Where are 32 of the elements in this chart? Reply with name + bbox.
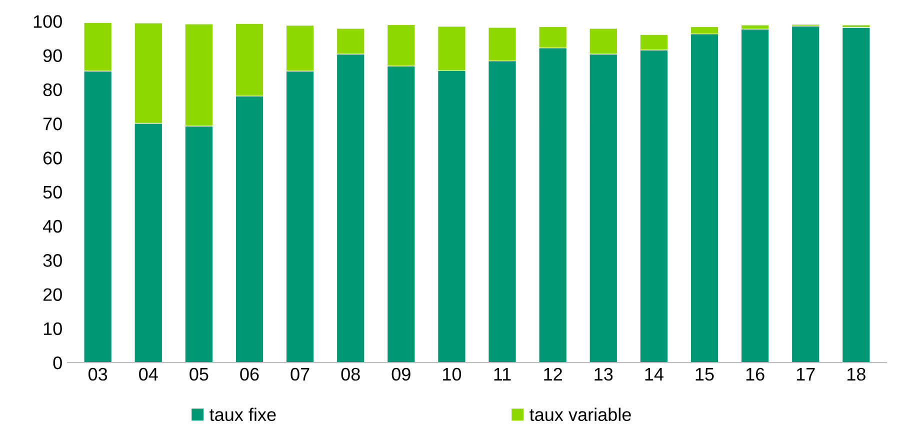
y-tick-label: 100 (34, 15, 62, 28)
x-tick-label: 06 (240, 368, 259, 381)
x-tick-label: 03 (88, 368, 108, 381)
legend-label: taux variable (530, 408, 631, 422)
bar (740, 28, 770, 363)
x-tick-label: 10 (443, 368, 462, 381)
x-tick-label: 18 (848, 368, 866, 381)
x-tick-label: 08 (341, 368, 360, 381)
bar (842, 26, 870, 363)
x-tick-label: 14 (645, 368, 664, 380)
y-tick-label: 50 (43, 186, 62, 199)
x-tick-label: 09 (392, 368, 410, 381)
x-tick-label: 12 (544, 368, 562, 380)
x-tick-label: 16 (746, 368, 764, 381)
y-tick-label: 60 (43, 152, 62, 164)
y-tick-label: 70 (43, 118, 62, 130)
y-tick-label: 80 (43, 83, 62, 96)
y-tick-label: 90 (43, 49, 62, 62)
x-tick-label: 11 (494, 368, 511, 380)
bar (791, 26, 820, 363)
y-tick-label: 0 (53, 356, 62, 370)
x-tick-label: 07 (290, 368, 310, 381)
x-tick-label: 13 (594, 368, 613, 381)
x-tick-label: 04 (139, 368, 158, 381)
y-tick-label: 20 (43, 288, 62, 301)
x-tick-label: 15 (696, 368, 714, 381)
legend-label: taux fixe (210, 408, 276, 422)
y-tick-label: 40 (42, 220, 62, 233)
x-tick-label: 05 (190, 368, 208, 381)
y-tick-label: 10 (44, 322, 62, 336)
y-tick-label: 30 (43, 254, 62, 267)
x-tick-label: 17 (796, 368, 815, 380)
